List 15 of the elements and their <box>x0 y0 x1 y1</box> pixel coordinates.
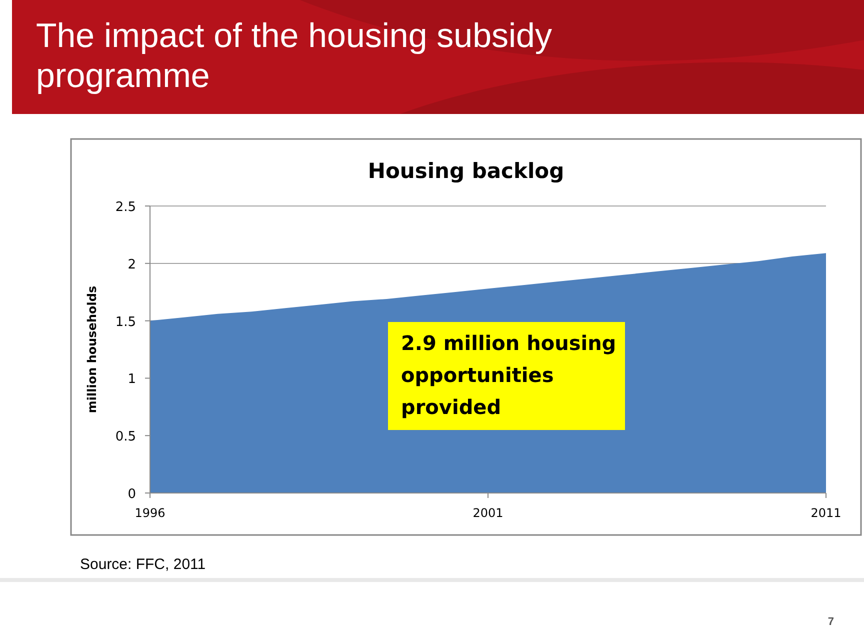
y-tick-label: 1.5 <box>115 314 136 330</box>
y-axis-title: million households <box>85 286 99 414</box>
y-tick-label: 2.5 <box>115 200 136 215</box>
chart-title: The impact of the housing subsidy programme <box>36 17 552 95</box>
y-tick-label: 0.5 <box>115 430 136 445</box>
y-tick-label: 0 <box>128 487 136 502</box>
x-tick-label: 2011 <box>810 506 842 520</box>
annotation: 2.9 million housing opportunities provided <box>401 331 616 419</box>
y-tick-label: 2 <box>128 257 136 272</box>
x-tick-label: 1996 <box>134 506 166 520</box>
x-tick-label: 2001 <box>472 506 504 520</box>
y-tick-label: 1 <box>128 372 136 388</box>
source-note: Source: FFC, 2011 <box>80 556 206 573</box>
text: 7 <box>828 616 834 628</box>
chart-subtitle: Housing backlog <box>368 159 564 183</box>
